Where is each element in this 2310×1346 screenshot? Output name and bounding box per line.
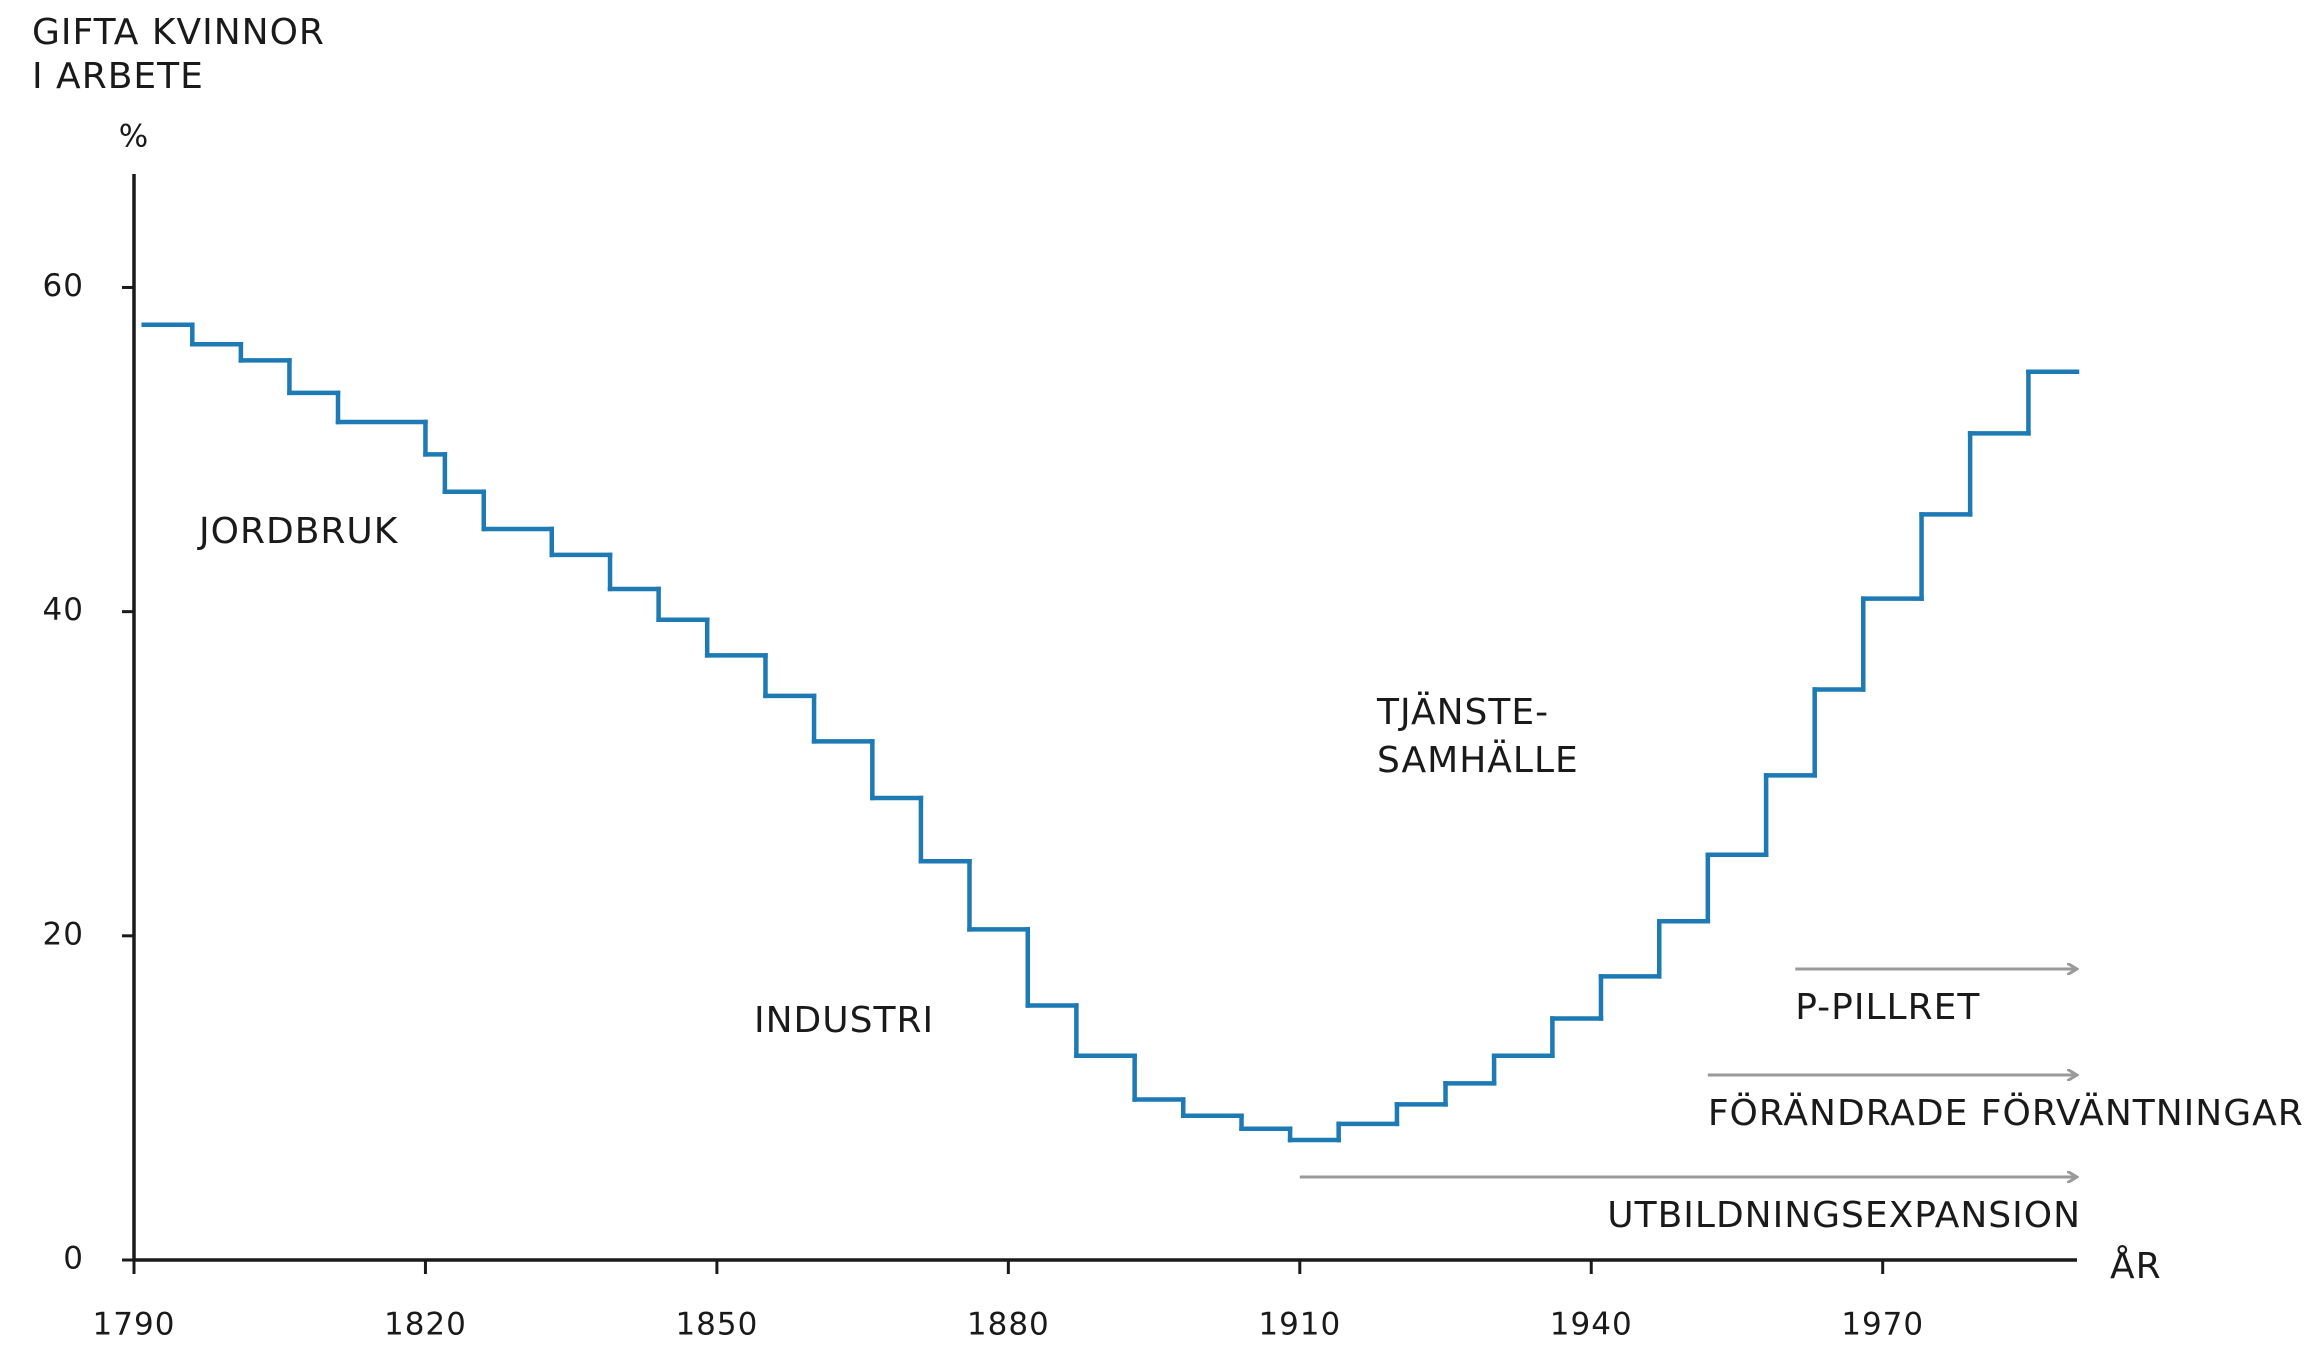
x-tick-label: 1940 — [1550, 1307, 1633, 1343]
y-tick-label: 20 — [43, 916, 84, 952]
x-axis-label: ÅR — [2110, 1244, 2162, 1287]
arrow-label: UTBILDNINGSEXPANSION — [1607, 1195, 2081, 1236]
era-label: INDUSTRI — [754, 1000, 934, 1041]
y-axis-label: GIFTA KVINNOR — [32, 12, 325, 53]
x-tick-label: 1910 — [1258, 1307, 1341, 1343]
y-unit: % — [119, 119, 149, 155]
x-tick-label: 1850 — [675, 1307, 758, 1343]
arrow-label: FÖRÄNDRADE FÖRVÄNTNINGAR — [1708, 1092, 2304, 1134]
arrow-label: P-PILLRET — [1795, 987, 1980, 1028]
era-label: SAMHÄLLE — [1377, 739, 1579, 781]
y-tick-label: 40 — [43, 592, 84, 628]
x-tick-label: 1880 — [967, 1307, 1050, 1343]
y-tick-label: 60 — [43, 268, 84, 304]
y-axis-label: I ARBETE — [32, 56, 204, 97]
era-label: JORDBRUK — [197, 511, 399, 552]
chart: GIFTA KVINNOR I ARBETE % ÅR JORDBRUK IND… — [0, 0, 2310, 1346]
x-tick-label: 1820 — [384, 1307, 467, 1343]
x-tick-label: 1790 — [93, 1307, 176, 1343]
x-tick-label: 1970 — [1841, 1307, 1924, 1343]
era-label: TJÄNSTE- — [1376, 691, 1549, 733]
y-tick-label: 0 — [63, 1241, 84, 1277]
